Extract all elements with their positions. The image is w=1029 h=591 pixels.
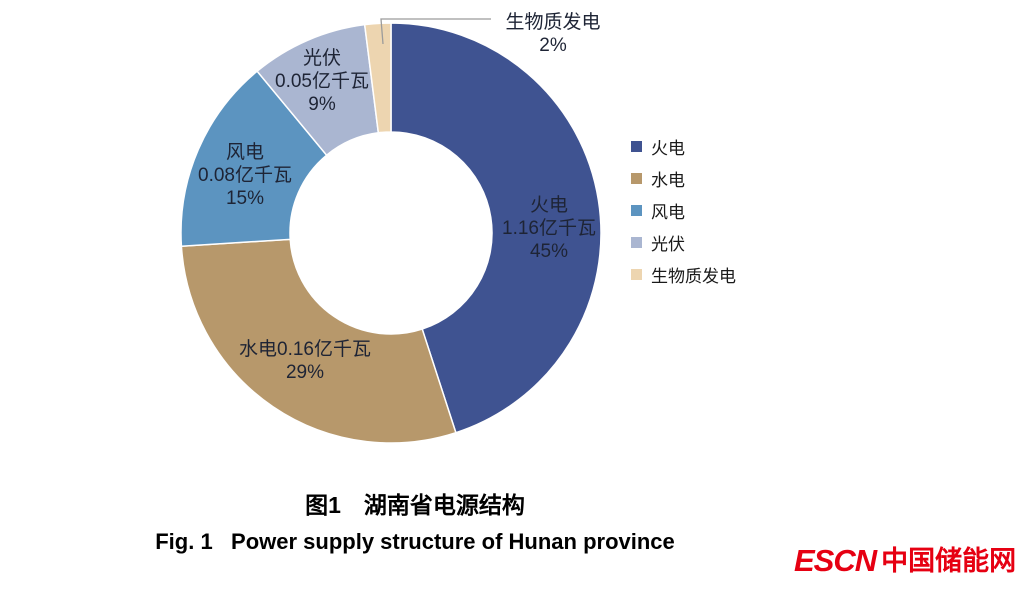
leader-line-biomass — [380, 18, 491, 45]
legend-swatch-wind-icon — [631, 204, 642, 216]
legend-swatch-thermal-icon — [631, 140, 642, 152]
slice-label-hydro-line1: 水电0.16亿千瓦 — [194, 338, 416, 361]
slice-label-wind-capacity: 0.08亿千瓦 — [198, 165, 292, 186]
legend-label-thermal: 火电 — [651, 138, 685, 158]
legend-swatch-biomass-icon — [631, 268, 642, 280]
slice-label-wind-name: 风电 — [225, 142, 264, 163]
chart-legend: 火电 水电 风电 光伏 生物质发电 — [631, 130, 736, 290]
slice-label-wind-percent: 15% — [225, 188, 265, 209]
slice-label-thermal-percent: 45% — [529, 241, 569, 262]
legend-label-biomass: 生物质发电 — [651, 266, 736, 286]
slice-label-thermal-capacity: 1.16亿千瓦 — [502, 218, 596, 239]
donut-slice-hydro — [180, 238, 457, 444]
slice-label-solar: 光伏 0.05亿千瓦 9% — [262, 47, 382, 116]
donut-slice-thermal — [390, 22, 602, 434]
slice-label-biomass-percent: 2% — [539, 35, 567, 56]
donut-slice-biomass — [363, 22, 392, 134]
legend-item-thermal: 火电 — [631, 130, 736, 162]
legend-swatch-hydro-icon — [631, 172, 642, 184]
figure-title-cn: 图1 湖南省电源结构 — [305, 492, 525, 518]
figure-title-en: Fig. 1 Power supply structure of Hunan p… — [155, 529, 675, 554]
legend-item-biomass: 生物质发电 — [631, 258, 736, 290]
legend-label-wind: 风电 — [651, 202, 685, 222]
slice-label-thermal-name: 火电 — [529, 195, 568, 216]
legend-label-solar: 光伏 — [651, 234, 685, 254]
legend-item-solar: 光伏 — [631, 226, 736, 258]
figure-caption: 图1 湖南省电源结构 Fig. 1 Power supply structure… — [0, 486, 830, 555]
donut-slices — [180, 22, 602, 444]
slice-label-biomass-name: 生物质发电 — [505, 12, 601, 33]
slice-label-hydro-percent: 29% — [285, 362, 325, 383]
slice-label-hydro-name: 水电 — [239, 339, 278, 360]
legend-item-wind: 风电 — [631, 194, 736, 226]
slice-label-hydro: 水电0.16亿千瓦 29% — [194, 338, 416, 384]
slice-label-biomass: 生物质发电 2% — [494, 11, 612, 57]
slice-label-solar-percent: 9% — [308, 94, 336, 115]
escn-logo-cn: 中国储能网 — [881, 546, 1017, 576]
slice-label-thermal: 火电 1.16亿千瓦 45% — [489, 194, 609, 263]
legend-swatch-solar-icon — [631, 236, 642, 248]
legend-label-hydro: 水电 — [651, 170, 685, 190]
escn-logo-latin: ESCN — [794, 543, 877, 578]
donut-slice-wind — [180, 70, 328, 247]
slice-label-solar-capacity: 0.05亿千瓦 — [275, 71, 369, 92]
legend-item-hydro: 水电 — [631, 162, 736, 194]
slice-label-wind: 风电 0.08亿千瓦 15% — [185, 141, 305, 210]
slice-label-solar-name: 光伏 — [302, 48, 341, 69]
escn-logo: ESCN 中国储能网 — [794, 545, 1016, 577]
slice-label-hydro-capacity: 0.16亿千瓦 — [277, 339, 371, 360]
